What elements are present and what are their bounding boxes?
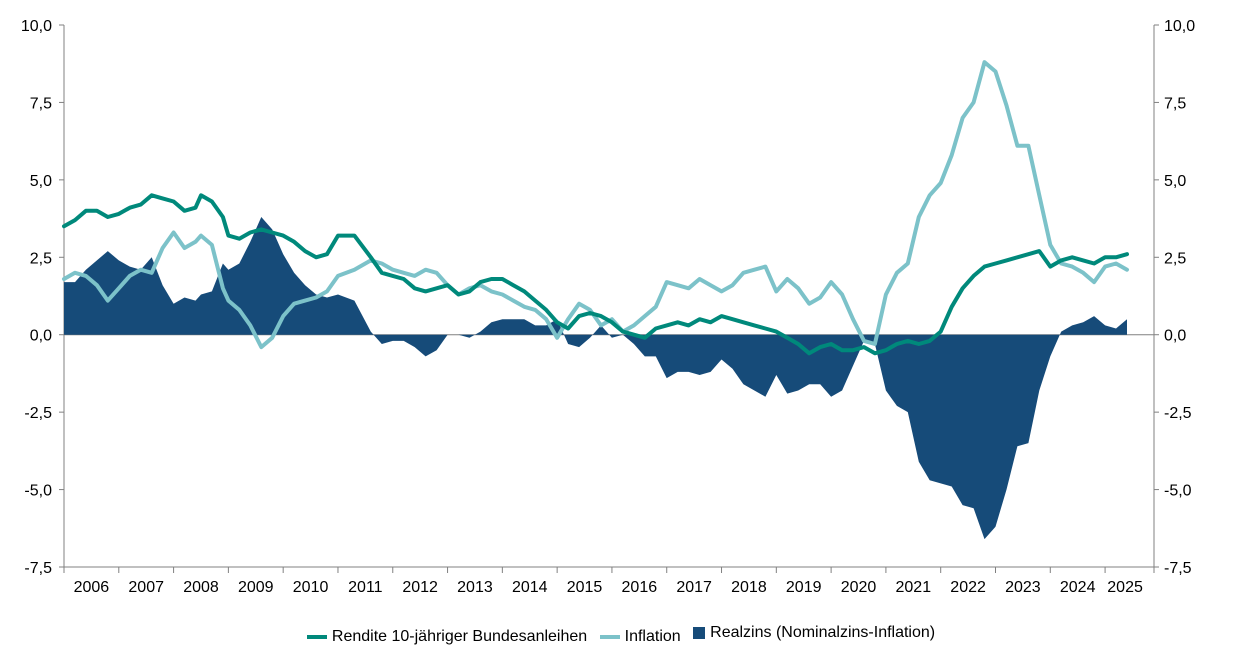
x-tick-label: 2007 xyxy=(128,579,164,596)
legend-swatch-rendite xyxy=(306,635,327,639)
realzins-area-layer xyxy=(64,217,1127,540)
x-tick-label: 2006 xyxy=(74,579,110,596)
y-tick-label-left: 10,0 xyxy=(21,18,52,35)
chart-legend: Rendite 10-jähriger Bundesanleihen Infla… xyxy=(0,624,1242,646)
x-tick-label: 2008 xyxy=(183,579,219,596)
y-tick-label-left: 0,0 xyxy=(30,328,52,345)
y-tick-label-left: 2,5 xyxy=(30,250,52,267)
y-tick-label-left: 5,0 xyxy=(30,173,52,190)
x-tick-label: 2011 xyxy=(348,579,383,596)
x-tick-label: 2024 xyxy=(1060,579,1096,596)
chart-canvas: 10,0 10,0 7,5 7,5 5,0 5,0 2,5 2,5 0,0 0,0 -2,5 -2,5… xyxy=(21,18,1195,596)
y-tick-label-right: 2,5 xyxy=(1164,250,1186,267)
realzins-area xyxy=(64,217,1127,540)
legend-item-inflation: Inflation xyxy=(599,628,681,646)
rendite-line xyxy=(62,193,1129,356)
x-tick-label: 2021 xyxy=(896,579,932,596)
x-tick-label: 2019 xyxy=(786,579,822,596)
x-tick-label: 2010 xyxy=(293,579,329,596)
legend-item-rendite: Rendite 10-jähriger Bundesanleihen xyxy=(306,628,588,646)
y-tick-label-left: -2,5 xyxy=(24,405,52,422)
y-tick-label-right: -5,0 xyxy=(1164,483,1192,500)
y-tick-label-right: -7,5 xyxy=(1164,560,1192,577)
legend-swatch-realzins xyxy=(693,627,706,639)
legend-label-rendite: Rendite 10-jähriger Bundesanleihen xyxy=(331,628,588,645)
x-tick-label: 2023 xyxy=(1005,579,1041,596)
y-tick-label-right: 10,0 xyxy=(1164,18,1195,35)
x-tick-label: 2012 xyxy=(402,579,438,596)
legend-label-realzins: Realzins (Nominalzins-Inflation) xyxy=(710,624,936,641)
y-tick-label-left: -7,5 xyxy=(24,560,52,577)
x-tick-label: 2018 xyxy=(731,579,767,596)
x-tick-label: 2025 xyxy=(1107,579,1143,596)
y-tick-label-right: 0,0 xyxy=(1164,328,1186,345)
line-series-layer xyxy=(62,60,1129,356)
x-tick-label: 2022 xyxy=(950,579,986,596)
x-tick-label: 2016 xyxy=(622,579,658,596)
tick-layer: 10,0 10,0 7,5 7,5 5,0 5,0 2,5 2,5 0,0 0,0 -2,5 -2,5… xyxy=(21,18,1195,596)
x-tick-label: 2013 xyxy=(457,579,493,596)
legend-label-inflation: Inflation xyxy=(624,628,681,645)
y-tick-label-left: -5,0 xyxy=(24,483,52,500)
inflation-line xyxy=(62,60,1129,350)
y-tick-label-right: 5,0 xyxy=(1164,173,1186,190)
x-tick-label: 2017 xyxy=(676,579,712,596)
x-tick-label: 2015 xyxy=(567,579,603,596)
x-tick-label: 2014 xyxy=(512,579,548,596)
legend-swatch-inflation xyxy=(599,635,620,639)
legend-item-realzins: Realzins (Nominalzins-Inflation) xyxy=(693,624,935,642)
x-tick-label: 2020 xyxy=(841,579,877,596)
x-tick-label: 2009 xyxy=(238,579,274,596)
y-tick-label-left: 7,5 xyxy=(30,95,52,112)
y-tick-label-right: 7,5 xyxy=(1164,95,1186,112)
y-tick-label-right: -2,5 xyxy=(1164,405,1192,422)
